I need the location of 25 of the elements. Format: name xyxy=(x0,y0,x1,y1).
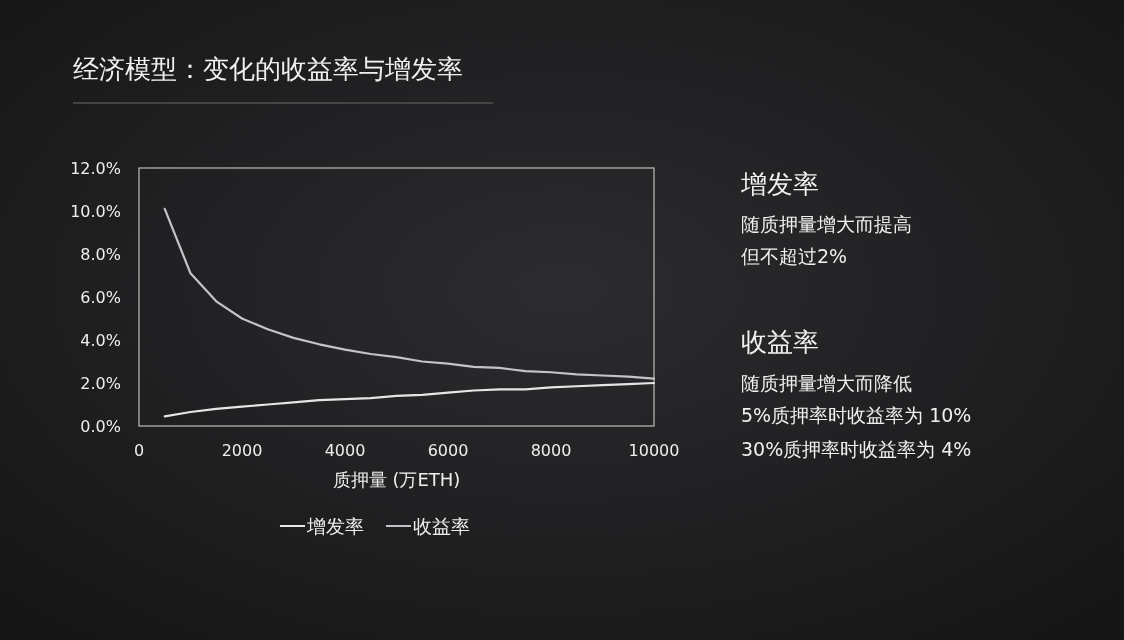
x-tick-label: 6000 xyxy=(427,441,469,460)
text: 随质押量增大而降低 xyxy=(741,372,912,394)
text: 但不超过2% xyxy=(741,245,848,267)
y-tick-label: 6.0% xyxy=(80,288,121,307)
y-tick-label: 0.0% xyxy=(80,417,121,436)
y-tick-label: 2.0% xyxy=(80,374,121,393)
legend-label: 增发率 xyxy=(306,515,364,537)
x-tick-label: 8000 xyxy=(530,441,572,460)
x-tick-label: 10000 xyxy=(628,441,680,460)
text: 5%质押率时收益率为 10% xyxy=(741,404,972,426)
x-tick-label: 4000 xyxy=(324,441,366,460)
y-tick-label: 10.0% xyxy=(70,202,121,221)
y-tick-label: 12.0% xyxy=(70,159,121,178)
text: 30%质押率时收益率为 4% xyxy=(741,438,972,460)
line-series xyxy=(163,381,656,418)
x-tick-label: 2000 xyxy=(221,441,263,460)
text: 收益率 xyxy=(741,327,819,357)
chart-title: 经济模型：变化的收益率与增发率 xyxy=(73,54,463,84)
text: 随质押量增大而提高 xyxy=(741,213,912,235)
x-axis-title: 质押量 (万ETH) xyxy=(332,469,461,490)
x-tick-label: 0 xyxy=(133,441,145,460)
y-tick-label: 4.0% xyxy=(80,331,121,350)
y-tick-label: 8.0% xyxy=(80,245,121,264)
text: 增发率 xyxy=(740,169,819,199)
legend-label: 收益率 xyxy=(413,515,470,537)
